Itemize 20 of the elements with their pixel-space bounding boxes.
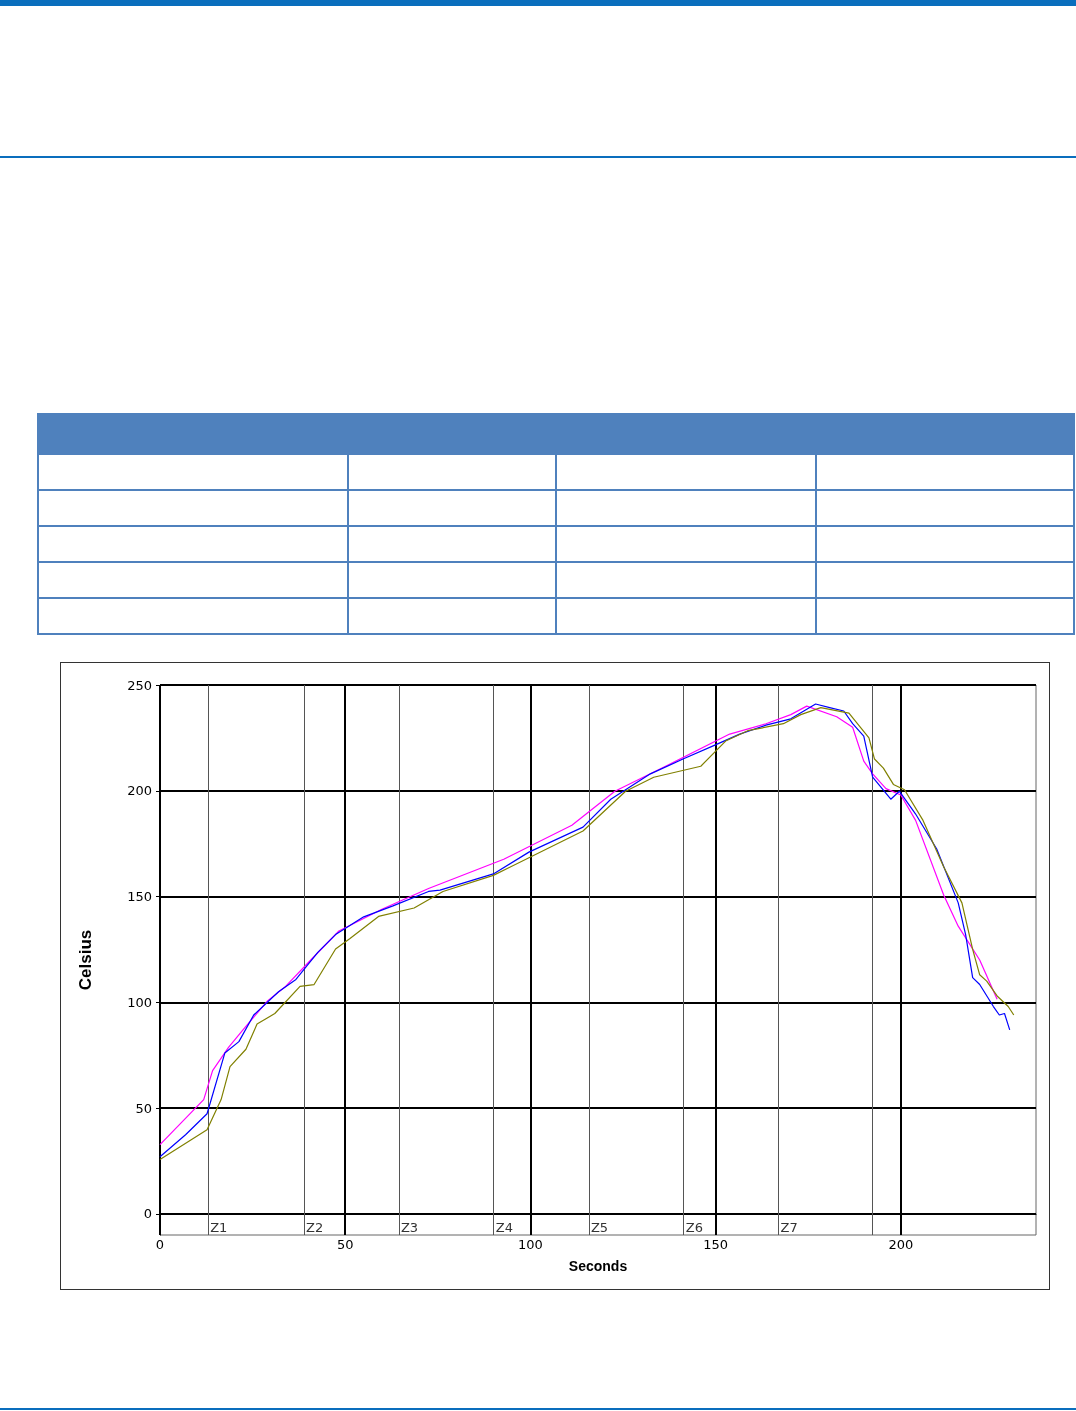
ref-line-label: Z6 xyxy=(685,1219,703,1235)
x-tick-label: 200 xyxy=(888,1237,914,1252)
y-tick-label: 200 xyxy=(127,783,152,799)
ref-line-label: Z3 xyxy=(400,1219,419,1235)
ref-line-label: Z5 xyxy=(590,1219,609,1235)
ref-line-label: Z1 xyxy=(210,1219,228,1235)
y-tick-label: 150 xyxy=(127,889,152,905)
y-tick-label: 250 xyxy=(127,677,152,693)
x-tick-label: 150 xyxy=(703,1237,729,1252)
ref-line-label: Z7 xyxy=(780,1219,798,1235)
x-tick-label: 100 xyxy=(517,1237,543,1252)
x-tick-label: 0 xyxy=(155,1237,165,1252)
y-tick-label: 0 xyxy=(143,1206,152,1222)
y-axis-title: Celsius xyxy=(76,929,95,991)
y-tick-label: 50 xyxy=(135,1100,152,1116)
x-axis-title: Seconds xyxy=(568,1258,628,1274)
ref-line-label: Z2 xyxy=(306,1219,324,1235)
y-tick-label: 100 xyxy=(127,994,152,1010)
ref-line-label: Z4 xyxy=(495,1219,513,1235)
x-tick-label: 50 xyxy=(336,1237,354,1252)
